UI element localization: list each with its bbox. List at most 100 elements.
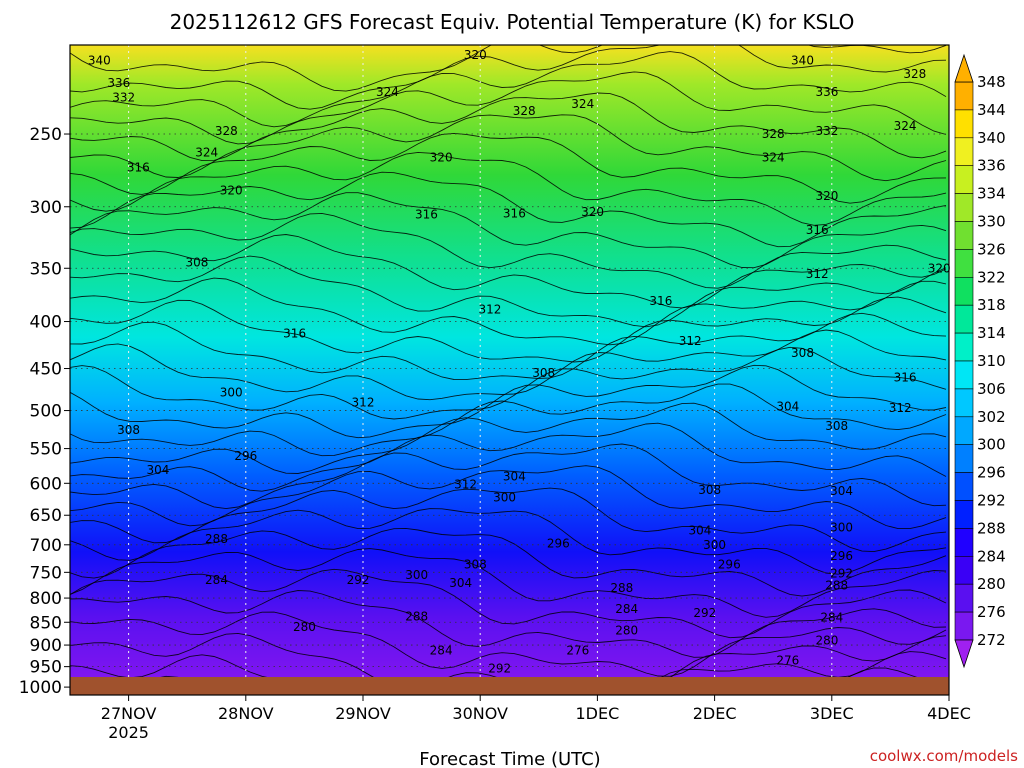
contour-label: 292: [830, 566, 853, 580]
contour-line: [70, 487, 947, 553]
field-background: [70, 45, 949, 695]
chart-title: 2025112612 GFS Forecast Equiv. Potential…: [170, 10, 855, 34]
contour-label: 328: [513, 104, 536, 118]
contour-label: 324: [195, 146, 218, 160]
contour-label: 320: [220, 183, 243, 197]
colorbar-label: 276: [977, 603, 1006, 621]
colorbar-label: 348: [977, 73, 1006, 91]
x-tick-label: 2DEC: [693, 704, 737, 723]
contour-label: 296: [718, 557, 741, 571]
colorbar-swatch: [954, 249, 974, 278]
contour-label: 300: [220, 386, 243, 400]
contour-label: 292: [488, 662, 511, 676]
colorbar-swatch: [954, 332, 974, 362]
colorbar-swatch: [954, 472, 974, 501]
contour-line: [70, 443, 947, 510]
plot-area: 3403363323283243163203083163003123082963…: [69, 44, 951, 696]
contour-label: 312: [889, 401, 912, 415]
contour-label: 320: [815, 189, 838, 203]
contour-label: 276: [776, 653, 799, 667]
contour-line: [70, 568, 947, 639]
x-tick-label: 4DEC: [927, 704, 971, 723]
contour-label: 324: [894, 119, 917, 133]
contour-label: 324: [376, 85, 399, 99]
x-tick-label: 30NOV: [452, 704, 508, 723]
colorbar-swatch: [954, 165, 974, 194]
colorbar-bottom-arrow: [954, 639, 974, 669]
contour-label: 304: [503, 470, 526, 484]
credit-link[interactable]: coolwx.com/models: [870, 747, 1018, 765]
y-tick-label: 850: [30, 613, 62, 633]
colorbar-label: 280: [977, 575, 1006, 593]
colorbar-swatch: [954, 81, 974, 111]
colorbar-label: 284: [977, 547, 1006, 565]
contour-line: [70, 590, 947, 658]
x-axis-label: Forecast Time (UTC): [419, 749, 600, 768]
contour-label: 328: [903, 67, 926, 81]
colorbar-swatch: [954, 388, 974, 418]
contour-line: [70, 364, 947, 439]
contour-label: 276: [566, 643, 589, 657]
y-tick-label: 450: [30, 360, 62, 380]
contour-label: 280: [293, 620, 316, 634]
contour-line: [70, 422, 947, 492]
y-tick-label: 500: [30, 402, 62, 422]
colorbar-label: 336: [977, 157, 1006, 175]
contour-line: [70, 212, 947, 289]
y-tick-label: 800: [30, 589, 62, 609]
x-tick-label: 1DEC: [576, 704, 620, 723]
contour-line: [70, 611, 947, 677]
contour-line: [70, 402, 947, 474]
contour-label: 284: [820, 611, 843, 625]
contour-label: 304: [449, 576, 472, 590]
colorbar-swatch: [954, 611, 974, 641]
contour-label: 336: [107, 76, 130, 90]
contour-line: [70, 296, 947, 363]
colorbar-swatch: [954, 193, 974, 222]
x-tick-label: 29NOV: [335, 704, 391, 723]
contour-label: 280: [815, 634, 838, 648]
contour-line: [70, 45, 947, 110]
colorbar-label: 314: [977, 324, 1006, 342]
colorbar-swatch: [954, 137, 974, 167]
contour-label: 320: [430, 150, 453, 164]
contour-label: 308: [532, 366, 555, 380]
colorbar-swatch: [954, 109, 974, 139]
contour-label: 324: [571, 97, 594, 111]
colorbar-swatch: [954, 276, 974, 306]
colorbar-label: 296: [977, 464, 1006, 482]
y-tick-label: 750: [30, 563, 62, 583]
y-tick-label: 700: [30, 536, 62, 556]
contour-label: 284: [615, 602, 638, 616]
contour-label: 296: [234, 449, 257, 463]
contour-label: 300: [493, 491, 516, 505]
contour-line: [70, 114, 947, 182]
contour-label: 312: [454, 478, 477, 492]
contour-label: 284: [205, 573, 228, 587]
contour-line: [70, 651, 947, 695]
contour-label: 304: [146, 463, 169, 477]
contour-label: 320: [928, 261, 951, 275]
contour-label: 308: [117, 423, 140, 437]
y-tick-label: 950: [30, 658, 62, 678]
colorbar-label: 272: [977, 631, 1006, 649]
contour-line: [70, 383, 947, 457]
contour-label: 308: [464, 557, 487, 571]
x-tick-label: 3DEC: [810, 704, 854, 723]
colorbar-swatch: [954, 583, 974, 613]
contour-label: 300: [703, 538, 726, 552]
y-axis: 250 300 350 400 450 500 550 600 650 700 750 800 850 9…: [19, 125, 70, 698]
contour-label: 284: [430, 643, 453, 657]
contour-label: 320: [464, 48, 487, 62]
contour-label: 296: [830, 549, 853, 563]
contour-line: [70, 277, 947, 346]
y-tick-label: 550: [30, 440, 62, 460]
y-tick-label: 400: [30, 313, 62, 333]
contour-label: 304: [776, 400, 799, 414]
colorbar-swatch: [954, 304, 974, 334]
contour-labels: 3403363323283243163203083163003123082963…: [88, 48, 951, 676]
contour-label: 300: [830, 520, 853, 534]
contour-label: 308: [825, 419, 848, 433]
contour-line: [70, 132, 947, 204]
